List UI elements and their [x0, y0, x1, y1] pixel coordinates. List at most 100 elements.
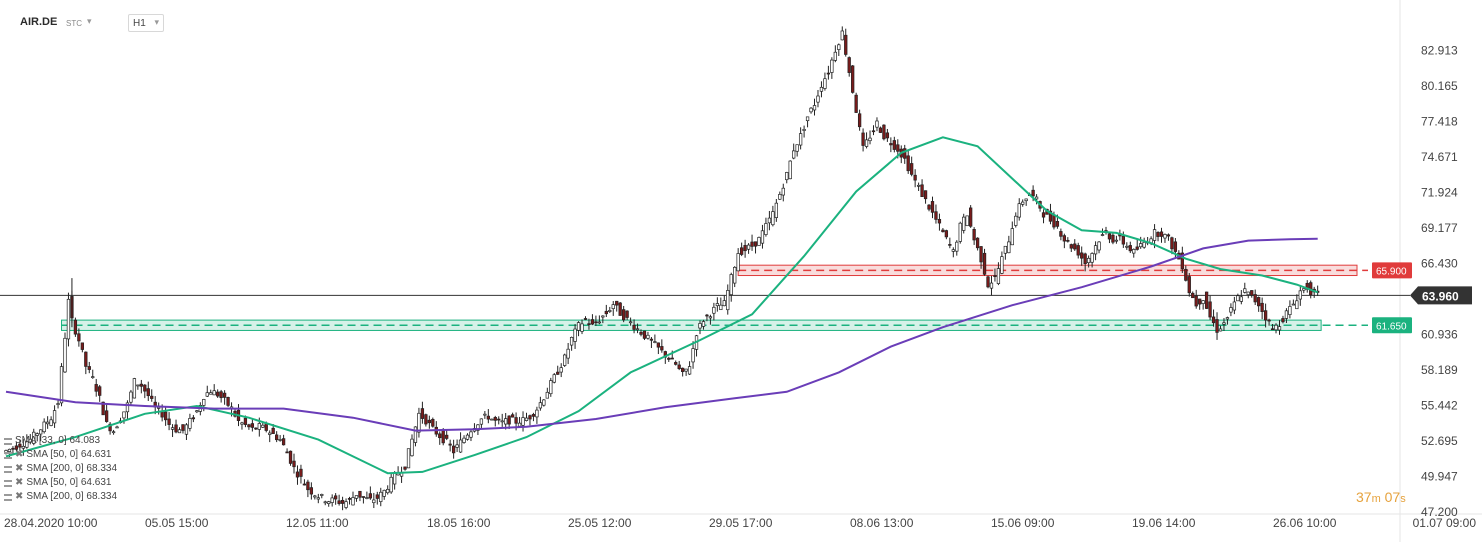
- candle-down: [1281, 318, 1285, 323]
- candle-down: [448, 443, 452, 446]
- legend-label: SMA [50, 0] 64.631: [26, 449, 112, 460]
- legend-item[interactable]: ✖ SMA [50, 0] 64.631: [4, 448, 117, 462]
- candle-up: [989, 282, 994, 289]
- legend-item[interactable]: ✖ SMA [50, 0] 64.631: [4, 476, 117, 490]
- indicator-icon: [4, 479, 12, 487]
- y-tick-label: 80.165: [1421, 79, 1458, 93]
- candle-down: [181, 424, 185, 431]
- candle-up: [573, 328, 577, 342]
- symbol-label[interactable]: AIR.DE: [20, 16, 58, 28]
- candle-up: [597, 321, 602, 324]
- candle-down: [1048, 210, 1053, 222]
- candle-up: [691, 348, 695, 363]
- close-icon[interactable]: ✖: [15, 491, 24, 502]
- close-icon[interactable]: ✖: [15, 449, 24, 460]
- candle-up: [805, 116, 810, 122]
- chart-toolbar: AIR.DE STC ▾ H1 ▾: [0, 0, 1482, 40]
- candle-up: [837, 44, 841, 50]
- candle-down: [108, 423, 112, 432]
- candle-down: [871, 130, 876, 133]
- sma-50-line[interactable]: [5, 136, 1319, 475]
- y-tick-label: 74.671: [1421, 150, 1458, 164]
- y-tick-label: 77.418: [1421, 115, 1458, 129]
- candle-down: [826, 72, 831, 75]
- candle-down: [1062, 235, 1067, 242]
- candle-up: [455, 444, 459, 448]
- candle-up: [962, 216, 966, 231]
- candle-down: [1211, 316, 1216, 324]
- candle-down: [1107, 233, 1112, 240]
- candle-down: [993, 275, 997, 278]
- candle-down: [590, 319, 595, 325]
- support-price-label: 61.650: [1376, 321, 1407, 332]
- candle-down: [948, 244, 952, 246]
- candle-up: [698, 323, 702, 329]
- y-tick-label: 52.695: [1421, 434, 1458, 448]
- candle-down: [910, 163, 914, 175]
- close-icon[interactable]: ✖: [15, 477, 24, 488]
- candle-up: [1090, 253, 1094, 263]
- candle-down: [930, 201, 935, 213]
- candle-down: [587, 323, 591, 325]
- candle-down: [497, 418, 501, 421]
- candle-up: [684, 368, 688, 372]
- indicator-icon: [4, 465, 12, 473]
- candle-down: [1111, 234, 1115, 243]
- timeframe-select[interactable]: H1 ▾: [128, 14, 164, 32]
- candle-down: [216, 391, 220, 397]
- countdown-minutes: 37: [1356, 489, 1372, 505]
- candle-up: [521, 417, 525, 426]
- candle-down: [1204, 291, 1209, 309]
- candle-down: [1083, 253, 1087, 265]
- candle-up: [483, 413, 487, 416]
- candle-down: [1191, 292, 1195, 299]
- close-icon[interactable]: ✖: [15, 463, 24, 474]
- candle-up: [1093, 245, 1098, 255]
- sma-200-line[interactable]: [5, 237, 1318, 432]
- legend-label: SMA [200, 0] 68.334: [26, 491, 118, 502]
- candle-up: [316, 497, 320, 500]
- candle-down: [264, 423, 268, 431]
- candle-up: [111, 431, 116, 434]
- candle-down: [594, 321, 598, 324]
- candle-up: [958, 222, 962, 242]
- candle-up: [1274, 324, 1278, 331]
- candle-down: [1069, 244, 1073, 249]
- indicator-icon: [4, 437, 12, 445]
- candle-down: [674, 362, 678, 365]
- legend-item[interactable]: ✖ SMA [200, 0] 68.334: [4, 490, 117, 504]
- candle-down: [299, 468, 303, 477]
- market-tag[interactable]: STC: [66, 19, 82, 28]
- candle-up: [63, 337, 67, 373]
- candle-down: [1208, 301, 1212, 318]
- current-price-badge: [1410, 286, 1472, 305]
- candle-up: [733, 266, 737, 284]
- candle-up: [729, 274, 733, 296]
- candle-up: [177, 429, 182, 434]
- candle-up: [840, 30, 844, 41]
- candle-down: [1041, 212, 1046, 218]
- candle-up: [785, 172, 789, 181]
- legend-item[interactable]: SMA [33, 0] 64.083: [4, 434, 117, 448]
- legend-item[interactable]: ✖ SMA [200, 0] 68.334: [4, 462, 117, 476]
- candle-up: [372, 499, 376, 504]
- candle-down: [295, 471, 300, 478]
- candle-up: [788, 160, 792, 180]
- indicator-icon: [4, 451, 12, 459]
- candle-countdown: 37m 07s: [1356, 489, 1406, 505]
- candle-down: [1187, 276, 1191, 294]
- candle-down: [150, 395, 154, 399]
- candle-up: [563, 354, 567, 366]
- candle-up: [45, 421, 50, 425]
- candle-up: [798, 133, 803, 146]
- candle-up: [330, 497, 334, 503]
- candle-down: [1270, 328, 1275, 331]
- candle-up: [875, 120, 879, 128]
- candle-up: [1277, 326, 1282, 331]
- candle-up: [1298, 290, 1302, 300]
- candle-down: [302, 483, 307, 486]
- candle-down: [670, 357, 674, 360]
- market-dropdown-icon[interactable]: ▾: [87, 16, 92, 26]
- candle-up: [830, 59, 834, 73]
